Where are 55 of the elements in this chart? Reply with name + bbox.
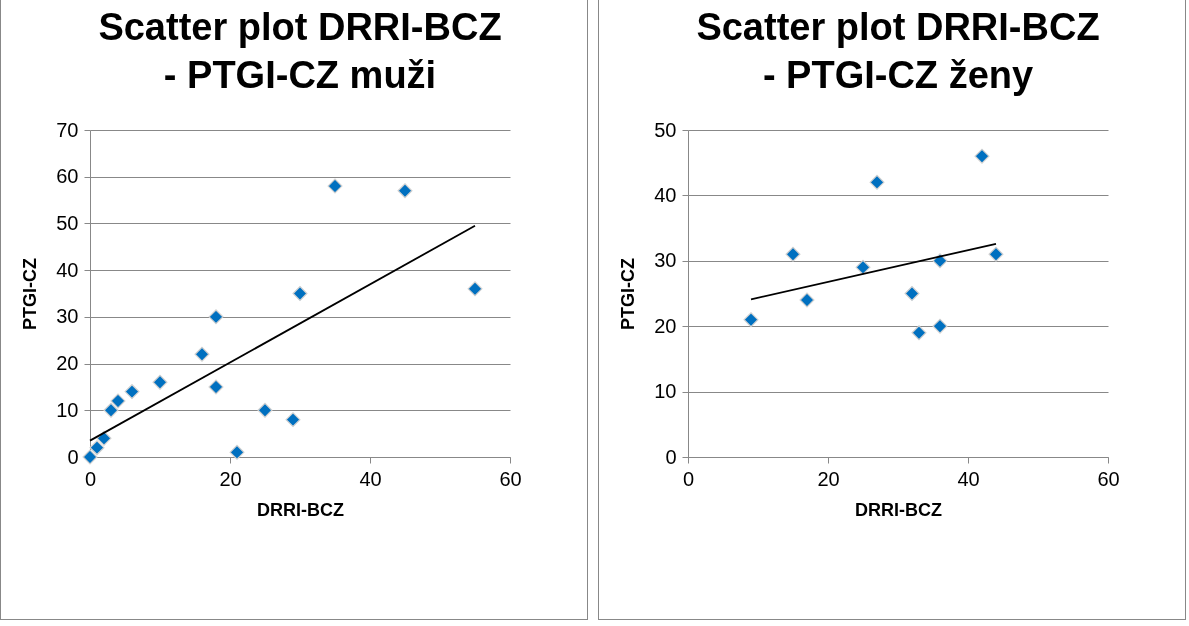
point	[988, 246, 1004, 262]
point	[869, 174, 885, 190]
y-tick-label: 60	[56, 165, 79, 188]
y-tick-label: 10	[654, 380, 677, 403]
chart-title: Scatter plot DRRI-BCZ - PTGI-CZ ženy	[696, 6, 1100, 96]
y-tick-label: 40	[654, 183, 677, 206]
point	[911, 325, 927, 341]
y-tick-label: 0	[67, 445, 79, 468]
y-tick-label: 50	[56, 211, 79, 234]
point	[208, 379, 224, 395]
x-tick-label: 60	[1097, 467, 1120, 490]
point	[110, 393, 126, 409]
point	[932, 253, 948, 269]
point	[152, 374, 168, 390]
y-tick-label: 50	[654, 118, 677, 141]
x-tick-label: 20	[219, 467, 242, 490]
point	[743, 312, 759, 328]
point	[103, 402, 119, 418]
point	[785, 246, 801, 262]
point	[974, 148, 990, 164]
point	[397, 183, 413, 199]
point	[285, 412, 301, 428]
x-tick-label: 40	[359, 467, 382, 490]
point	[932, 318, 948, 334]
x-tick-label: 40	[957, 467, 980, 490]
x-tick-label: 60	[499, 467, 522, 490]
x-tick-label: 20	[817, 467, 840, 490]
point	[799, 292, 815, 308]
y-axis-title: PTGI-CZ	[20, 258, 41, 330]
x-tick-label: 0	[84, 467, 97, 490]
x-axis-title: DRRI-BCZ	[257, 499, 344, 520]
y-tick-label: 10	[56, 398, 79, 421]
y-tick-label: 0	[665, 445, 677, 468]
y-tick-label: 20	[654, 314, 677, 337]
point	[327, 178, 343, 194]
point	[904, 286, 920, 301]
y-tick-label: 30	[56, 305, 79, 328]
x-tick-label: 0	[682, 467, 695, 490]
x-axis-title: DRRI-BCZ	[855, 499, 942, 520]
point	[82, 449, 98, 465]
chart-title: Scatter plot DRRI-BCZ - PTGI-CZ muži	[98, 6, 502, 96]
y-tick-label: 40	[56, 258, 79, 281]
point	[292, 286, 308, 301]
point	[257, 402, 273, 418]
point	[124, 384, 140, 400]
y-tick-label: 70	[56, 118, 79, 141]
point	[208, 309, 224, 325]
y-tick-label: 30	[654, 249, 677, 272]
y-axis-title: PTGI-CZ	[618, 258, 639, 330]
point	[855, 259, 871, 275]
y-tick-label: 20	[56, 352, 79, 375]
point	[467, 281, 483, 297]
point	[229, 444, 245, 460]
point	[89, 440, 105, 456]
point	[194, 346, 210, 362]
